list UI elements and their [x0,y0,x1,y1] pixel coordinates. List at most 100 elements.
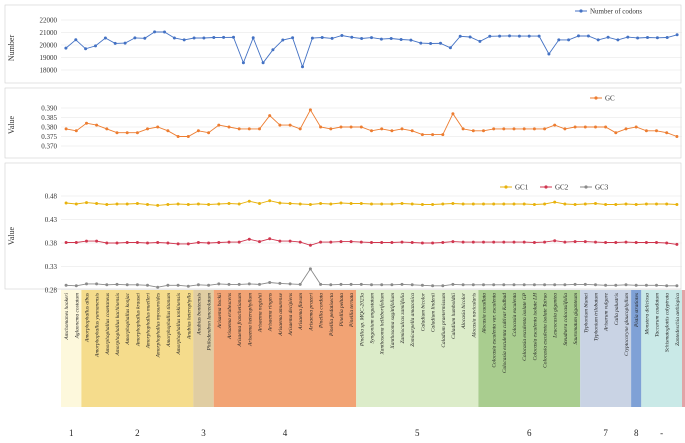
gc-data-point [186,135,190,138]
codon-data-point [537,34,541,38]
codon-panel: Number 18000 19000 20000 21000 22000 Number o… [4,4,682,84]
gc123-data-point [115,202,119,206]
gc123-data-point [308,203,312,206]
gc123-data-point [207,241,211,245]
gc-data-point [675,135,679,138]
group-label: 8 [634,428,639,438]
gc123-data-point [583,282,587,286]
gc-data-point [196,129,200,133]
gc123-data-point [217,241,221,244]
gc123-data-point [298,282,302,286]
gc-data-point [492,127,496,131]
gc123-data-point [146,283,149,287]
codon-data-point [547,52,551,56]
species-name: Arisaema amurense [278,292,284,336]
gc123-data-point [258,240,261,244]
gc-data-point [461,127,465,131]
group-band [641,290,682,407]
gc123-data-point [85,201,88,205]
gc123-data-point [583,202,587,206]
codon-data-point [163,30,166,34]
codon-panel-frame [4,4,682,84]
gc123-data-point [655,241,658,244]
gc123-data-point [308,267,312,271]
species-name: Alocasia bicolor [461,292,467,330]
codon-data-point [527,34,531,38]
gc123-data-point [492,283,496,287]
gc-data-point [390,129,394,133]
gc123-data-point [431,241,435,245]
species-name: Arisaema flavum [297,293,304,331]
species-name: Caladium lindenii [431,293,437,333]
gc123-data-point [390,283,394,287]
gc123-data-point [410,241,414,244]
species-name: Syngonium angustatum [370,293,376,344]
gc123-y-axis-title: Value [7,226,16,245]
species-name: Zamioculcas zamiifolia [399,293,406,344]
species-name: Pinellia cordata [319,293,325,329]
gc123-data-point [380,241,384,244]
codon-data-point [153,30,157,34]
gc123-data-point [135,283,139,287]
species-name: Monstera deliciosa [644,293,650,336]
gc-legend-marker [594,96,598,100]
gc123-data-point [319,202,323,205]
codon-data-point [340,34,344,37]
group-band [61,290,82,407]
gc123-data-point [461,283,465,287]
gc-data-point [207,131,211,135]
gc123-y-tick-label: 0.28 [45,287,58,295]
gc123-data-point [237,240,241,244]
gc123-data-point [400,202,404,205]
gc-data-point [125,131,129,135]
gc123-data-point [614,283,618,287]
gc123-legend-label: GC2 [555,184,569,192]
gc123-data-point [166,203,170,206]
codon-data-point [458,34,462,38]
codon-data-point [113,41,117,45]
gc-data-point [176,135,180,138]
gc-data-point [85,121,88,125]
species-name: Amorphophallus tonkinensis [176,293,182,356]
codon-data-point [508,34,511,38]
codon-data-point [439,41,442,45]
gc-data-point [217,123,221,127]
gc123-data-point [675,284,679,288]
group-band [356,290,479,407]
species-name: Arisaema erubescens [227,293,233,340]
codon-data-point [557,38,561,42]
gc-data-point [634,125,638,129]
gc123-data-point [441,202,445,206]
gc123-data-point [624,283,628,287]
species-name: Amorphophallus coaetaneus [105,293,111,356]
codon-data-point [448,46,452,50]
gc123-data-point [634,283,638,287]
gc123-data-point [329,283,333,287]
gc123-data-point [675,203,679,206]
group-band [478,290,581,407]
gc-data-point [583,125,587,129]
species-name-labels: Amchomanes hookeri Aglaonema costatum Amor… [64,292,681,373]
gc123-data-point [644,241,648,244]
gc123-data-point [471,240,475,244]
gc123-data-point [359,240,363,244]
gc123-data-point [563,202,567,206]
codon-data-point [626,35,630,39]
gc123-data-point [614,241,618,244]
gc123-data-point [247,282,251,286]
codon-data-point [301,65,304,69]
gc-data-point [298,127,302,131]
gc-data-point [166,129,170,133]
gc123-data-point [604,203,608,206]
gc123-data-point [125,202,129,206]
species-name: Pistia stratiotes [634,293,640,328]
gc123-data-point [553,200,557,204]
species-name: Cryptocoryne glaucophyllum [624,293,630,356]
codon-data-point [586,34,590,38]
gc123-data-point [308,243,312,247]
gc123-data-point [146,203,149,206]
gc123-data-point [298,202,302,206]
gc123-data-point [247,237,251,241]
